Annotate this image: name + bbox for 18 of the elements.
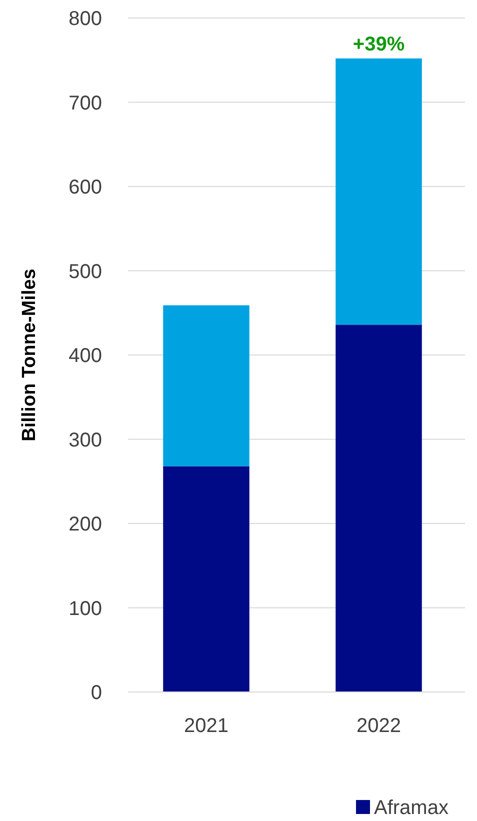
legend-label: Aframax: [374, 797, 448, 819]
y-tick-label: 200: [68, 514, 102, 536]
y-tick-label: 700: [68, 92, 102, 114]
y-tick-label: 600: [68, 176, 102, 198]
y-tick-label: 400: [68, 345, 102, 367]
bar: [336, 324, 422, 692]
y-tick-label: 300: [68, 429, 102, 452]
y-axis-title: Billion Tonne-Miles: [19, 268, 40, 442]
y-tick-label: 100: [68, 598, 102, 620]
annotation: +39%: [352, 33, 405, 56]
x-tick-label: 2021: [184, 715, 228, 737]
bar: [163, 466, 250, 692]
bar: [336, 58, 422, 325]
y-tick-label: 0: [90, 682, 102, 704]
x-tick-label: 2022: [356, 715, 401, 737]
bar: [163, 305, 250, 466]
y-tick-label: 500: [68, 260, 102, 283]
y-tick-label: 800: [68, 8, 102, 30]
